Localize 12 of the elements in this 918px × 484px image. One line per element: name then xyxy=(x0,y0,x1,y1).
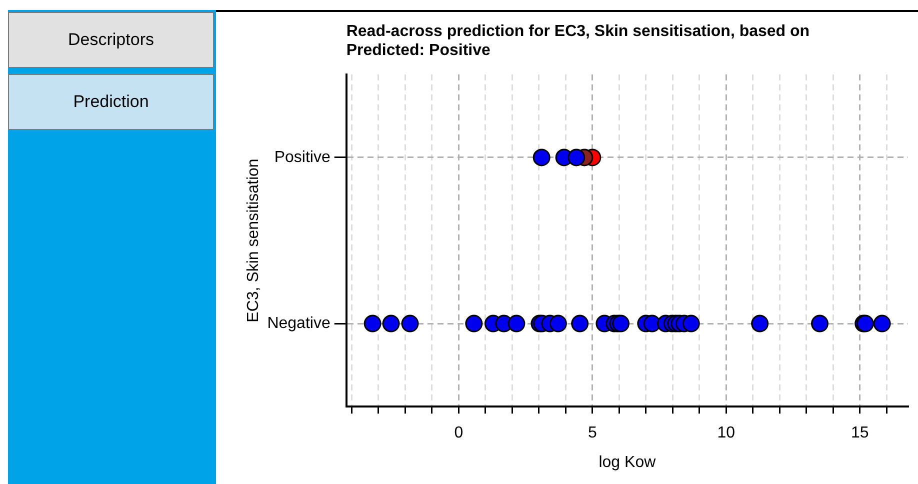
text: Prediction xyxy=(8,74,214,130)
x-tick-label: 5 xyxy=(588,424,597,442)
y-tick-label: Positive xyxy=(274,148,330,166)
chart-subtitle: Predicted: Positive xyxy=(346,42,490,60)
y-axis-title: EC3, Skin sensitisation xyxy=(245,158,262,322)
x-tick-label: 15 xyxy=(850,424,869,442)
chart-title: Read-across prediction for EC3, Skin sensitisation, based on xyxy=(346,23,810,40)
x-tick-label: 0 xyxy=(454,424,464,442)
x-axis-title: log Kow xyxy=(598,454,656,471)
text: Descriptors xyxy=(8,12,214,68)
y-tick-label: Negative xyxy=(267,314,330,332)
x-tick-label: 10 xyxy=(717,424,736,442)
